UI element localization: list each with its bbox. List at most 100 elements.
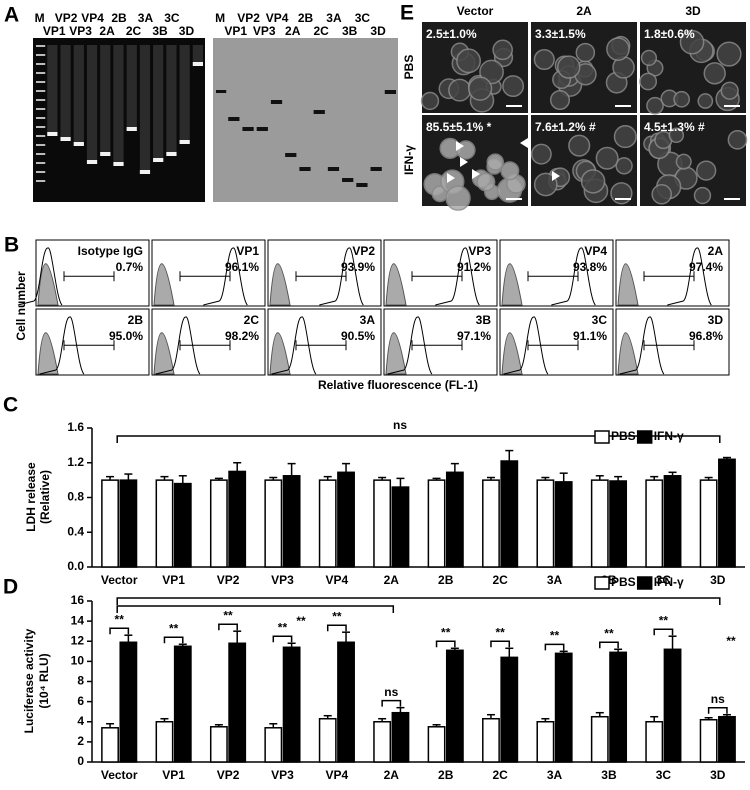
ladder-band — [36, 126, 46, 128]
ladder-band — [36, 72, 46, 74]
lane-label: 3D — [179, 24, 195, 38]
gel-band — [139, 170, 151, 174]
gel-image — [213, 38, 398, 202]
bar — [209, 479, 228, 568]
cell — [679, 29, 705, 55]
gel-band — [228, 117, 240, 121]
significance-label: ** — [223, 608, 233, 622]
smear — [126, 45, 137, 127]
gate-marker — [527, 271, 579, 282]
x-tick-label: 3A — [547, 573, 563, 587]
gel-band — [299, 167, 311, 171]
y-tick-label: 4 — [77, 714, 84, 728]
bar — [318, 479, 337, 568]
gel-band — [47, 132, 58, 136]
bar — [718, 458, 736, 568]
gate-marker — [295, 271, 347, 282]
cell — [456, 48, 481, 74]
bar — [318, 717, 337, 763]
x-tick-label: 3A — [547, 768, 563, 782]
significance-bracket — [163, 636, 184, 644]
legend-label: PBS — [611, 429, 636, 443]
histogram-name: 2C — [244, 313, 260, 327]
cell — [420, 91, 440, 111]
bar — [264, 479, 283, 568]
gel-image — [33, 38, 205, 202]
bar — [445, 649, 464, 763]
isotype-curve — [501, 263, 523, 306]
bar — [500, 656, 519, 763]
significance-bracket — [272, 635, 293, 643]
bar — [554, 481, 573, 568]
gel-band — [256, 127, 268, 131]
cell — [492, 39, 513, 61]
cell — [693, 186, 712, 205]
gel-band — [126, 127, 137, 131]
y-tick-label: 2 — [77, 734, 84, 748]
cell-value: 7.6±1.2% # — [535, 120, 596, 134]
bar — [155, 479, 174, 568]
legend-swatch — [594, 576, 610, 590]
cell — [613, 125, 637, 149]
cell — [646, 96, 664, 115]
cell — [533, 48, 555, 71]
significance-bracket — [116, 597, 721, 605]
cell-value: 85.5±5.1% * — [426, 120, 492, 134]
bar — [500, 460, 519, 568]
lane-label: 2C — [313, 24, 329, 38]
significance-bracket — [435, 640, 456, 648]
cell — [639, 72, 658, 91]
smear — [113, 45, 124, 162]
bar — [119, 641, 138, 763]
stain-curve — [17, 247, 63, 306]
cell — [703, 62, 726, 85]
cell — [479, 59, 504, 85]
gel-band — [285, 153, 297, 157]
gel-band — [270, 100, 283, 104]
cell — [673, 90, 690, 108]
gel-band — [73, 142, 84, 146]
histogram-percent: 93.9% — [341, 260, 375, 274]
ladder-band — [36, 108, 46, 110]
ladder-band — [216, 90, 227, 93]
significance-bracket — [326, 624, 347, 632]
smear — [60, 45, 71, 137]
ladder-band — [36, 180, 46, 182]
gel-band — [60, 137, 71, 141]
column-label: 3D — [685, 4, 701, 18]
stain-curve — [435, 247, 480, 306]
histogram-name: 3A — [360, 313, 376, 327]
significance-label: ** — [296, 614, 306, 628]
bar — [391, 486, 410, 568]
gate-marker — [179, 340, 231, 351]
gate-marker — [527, 340, 579, 351]
stain-curve — [503, 316, 549, 375]
bar — [482, 717, 500, 763]
histogram-name: VP1 — [236, 244, 259, 258]
gel-band — [113, 162, 124, 166]
ladder-band — [36, 153, 46, 155]
column-label: Vector — [457, 4, 494, 18]
ladder-band — [36, 54, 46, 56]
gate-marker — [643, 271, 695, 282]
y-tick-label: 14 — [71, 613, 85, 627]
gel-band — [242, 127, 254, 131]
x-tick-label: 2B — [438, 573, 454, 587]
lane-label: 2B — [298, 11, 314, 25]
gate-marker — [179, 271, 231, 282]
bar — [209, 726, 228, 763]
lane-label: VP2 — [55, 11, 78, 25]
bar — [590, 715, 609, 763]
significance-label: ** — [115, 612, 125, 626]
x-tick-label: Vector — [101, 573, 138, 587]
significance-label: ** — [659, 613, 669, 627]
legend-label: IFN-γ — [654, 429, 684, 443]
bar — [228, 642, 247, 763]
panel-label: B — [4, 234, 19, 257]
significance-bracket — [653, 628, 674, 636]
significance-label: ** — [604, 626, 614, 640]
isotype-curve — [501, 332, 523, 375]
cell — [549, 89, 571, 111]
isotype-curve — [617, 263, 639, 306]
